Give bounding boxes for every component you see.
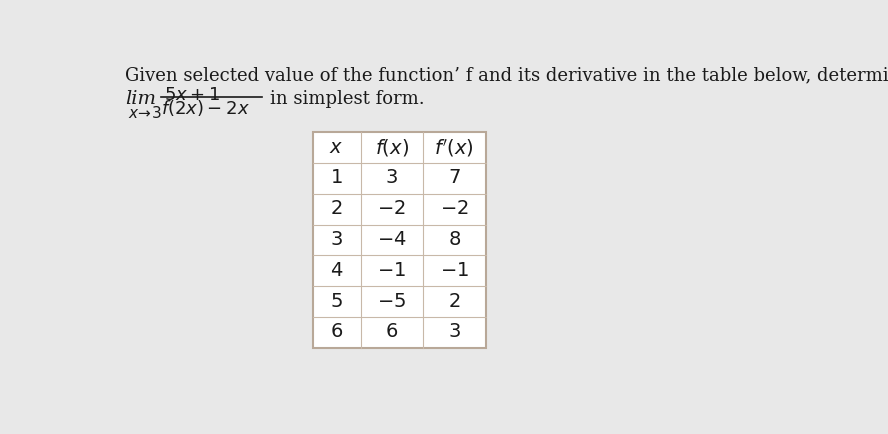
Text: $3$: $3$ (448, 323, 461, 342)
Text: $x$: $x$ (329, 138, 344, 157)
Text: in simplest form.: in simplest form. (270, 90, 424, 108)
Text: $7$: $7$ (448, 169, 461, 187)
Text: $5x+1$: $5x+1$ (163, 86, 219, 104)
Text: $-1$: $-1$ (440, 262, 469, 280)
Text: $-2$: $-2$ (440, 200, 469, 218)
Text: $6$: $6$ (330, 323, 343, 342)
Text: $8$: $8$ (448, 231, 461, 249)
Text: $-4$: $-4$ (377, 231, 407, 249)
Text: $-1$: $-1$ (377, 262, 406, 280)
Text: $6$: $6$ (385, 323, 398, 342)
Text: $x\!\rightarrow\!3$: $x\!\rightarrow\!3$ (128, 105, 162, 121)
Text: $5$: $5$ (330, 293, 343, 311)
Text: $f(2x)-2x$: $f(2x)-2x$ (161, 98, 250, 118)
Text: $1$: $1$ (330, 169, 343, 187)
Text: $2$: $2$ (448, 293, 461, 311)
Text: $3$: $3$ (385, 169, 398, 187)
Text: $3$: $3$ (330, 231, 343, 249)
Text: $-2$: $-2$ (377, 200, 406, 218)
Bar (313, 132, 486, 348)
Text: $-5$: $-5$ (377, 293, 406, 311)
Text: Given selected value of the function’ f and its derivative in the table below, d: Given selected value of the function’ f … (125, 67, 888, 85)
Text: $2$: $2$ (330, 200, 343, 218)
Text: $f(x)$: $f(x)$ (375, 137, 408, 158)
Text: $f'(x)$: $f'(x)$ (434, 137, 474, 158)
Text: lim: lim (125, 90, 156, 108)
Text: $4$: $4$ (329, 262, 343, 280)
